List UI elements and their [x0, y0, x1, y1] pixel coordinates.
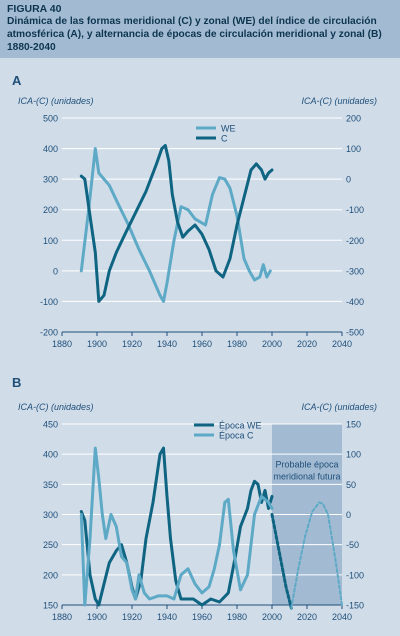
x-tick-label: 1960: [192, 612, 212, 622]
x-tick-label: 1980: [227, 612, 247, 622]
y-tick-label-left: 300: [43, 175, 58, 185]
y-tick-label-right: 150: [346, 420, 361, 430]
y-tick-label-right: 100: [346, 450, 361, 460]
y-tick-label-right: -50: [346, 540, 359, 550]
figure-header: FIGURA 40 Dinámica de las formas meridio…: [0, 0, 400, 58]
y-tick-label-right: 0: [346, 175, 351, 185]
x-tick-label: 1880: [52, 612, 72, 622]
x-tick-label: 1960: [192, 339, 212, 349]
chart-a: 500 200 400 100 300 0 200 -100 100 -200 0 -300 -100 -…: [18, 96, 377, 349]
x-tick-label: 2040: [332, 339, 352, 349]
x-tick-label: 1920: [122, 612, 142, 622]
y-tick-label-right: -100: [346, 205, 364, 215]
y-tick-label-left: 100: [43, 236, 58, 246]
y-tick-label-right: -100: [346, 570, 364, 580]
y-tick-label-left: 300: [43, 510, 58, 520]
x-tick-label: 1880: [52, 339, 72, 349]
y-tick-label-left: 400: [43, 144, 58, 154]
future-annotation-line-1: Probable época: [275, 459, 338, 469]
y-tick-label-left: 400: [43, 450, 58, 460]
y-tick-label-right: 200: [346, 114, 361, 124]
x-tick-label: 2000: [262, 612, 282, 622]
y-tick-label-right: 100: [346, 144, 361, 154]
panel-a-letter: A: [12, 73, 22, 88]
x-tick-label: 2000: [262, 339, 282, 349]
figure-label: FIGURA 40: [7, 3, 62, 15]
y-tick-label-left: 200: [43, 205, 58, 215]
x-tick-label: 2020: [297, 339, 317, 349]
y-tick-label-right: -500: [346, 328, 364, 338]
series-line--poca-we: [79, 446, 274, 607]
y-axis-title-left: ICA-(C) (unidades): [18, 96, 94, 106]
y-tick-label-right: 50: [346, 480, 356, 490]
y-axis-title-right: ICA-(C) (unidades): [301, 96, 377, 106]
x-tick-label: 1940: [157, 339, 177, 349]
series-line-c: [79, 144, 274, 303]
y-tick-label-left: 150: [43, 601, 58, 611]
y-tick-label-left: 350: [43, 480, 58, 490]
legend-label: Época WE: [219, 421, 262, 431]
series-line-forecast-c: [290, 501, 343, 609]
y-tick-label-left: -200: [40, 328, 58, 338]
series-line--poca-c: [79, 446, 274, 607]
y-tick-label-left: 250: [43, 540, 58, 550]
future-annotation-line-2: meridional futura: [273, 471, 340, 481]
series-line-forecast-we: [270, 513, 293, 610]
panel-b-letter: B: [12, 375, 22, 390]
x-tick-label: 2040: [332, 612, 352, 622]
x-tick-label: 2020: [297, 612, 317, 622]
y-tick-label-left: 450: [43, 420, 58, 430]
y-axis-title-left: ICA-(C) (unidades): [18, 402, 94, 412]
y-tick-label-left: 200: [43, 570, 58, 580]
y-axis-title-right: ICA-(C) (unidades): [301, 402, 377, 412]
y-tick-label-left: 500: [43, 114, 58, 124]
y-tick-label-right: 0: [346, 510, 351, 520]
y-tick-label-right: -300: [346, 266, 364, 276]
x-tick-label: 1940: [157, 612, 177, 622]
x-tick-label: 1980: [227, 339, 247, 349]
chart-b: 450 150 400 100 350 50 300 0 250 -50 200 -100 150 -15…: [18, 402, 377, 622]
legend-label: WE: [221, 124, 236, 134]
x-tick-label: 1900: [87, 339, 107, 349]
legend-label: Época C: [219, 431, 254, 441]
legend-label: C: [221, 134, 228, 144]
y-tick-label-right: -200: [346, 236, 364, 246]
y-tick-label-left: -100: [40, 297, 58, 307]
y-tick-label-left: 0: [53, 266, 58, 276]
x-tick-label: 1900: [87, 612, 107, 622]
y-tick-label-right: -150: [346, 601, 364, 611]
series-line-we: [79, 147, 272, 303]
figure-title: Dinámica de las formas meridional (C) y …: [7, 16, 382, 53]
y-tick-label-right: -400: [346, 297, 364, 307]
x-tick-label: 1920: [122, 339, 142, 349]
